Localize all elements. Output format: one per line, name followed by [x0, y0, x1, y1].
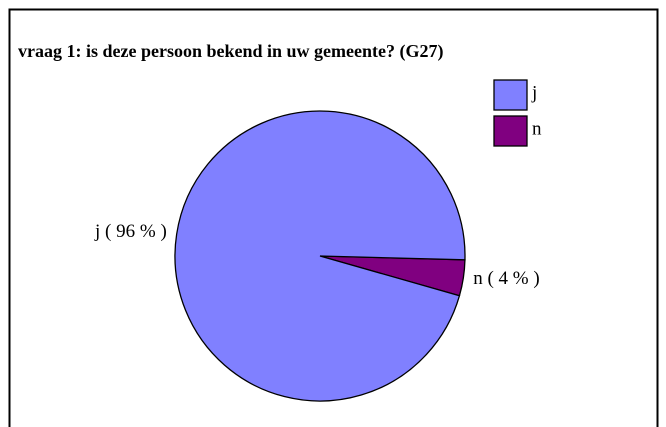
chart-frame	[8, 8, 659, 427]
legend-swatch	[493, 79, 528, 111]
chart-title: vraag 1: is deze persoon bekend in uw ge…	[18, 41, 443, 62]
legend-label: j	[531, 82, 537, 103]
legend-label: n	[532, 118, 542, 139]
pie-slice	[174, 110, 466, 402]
data-label: n ( 4 % )	[473, 268, 539, 289]
data-label: j ( 96 % )	[94, 221, 167, 242]
legend-swatch	[493, 115, 528, 147]
